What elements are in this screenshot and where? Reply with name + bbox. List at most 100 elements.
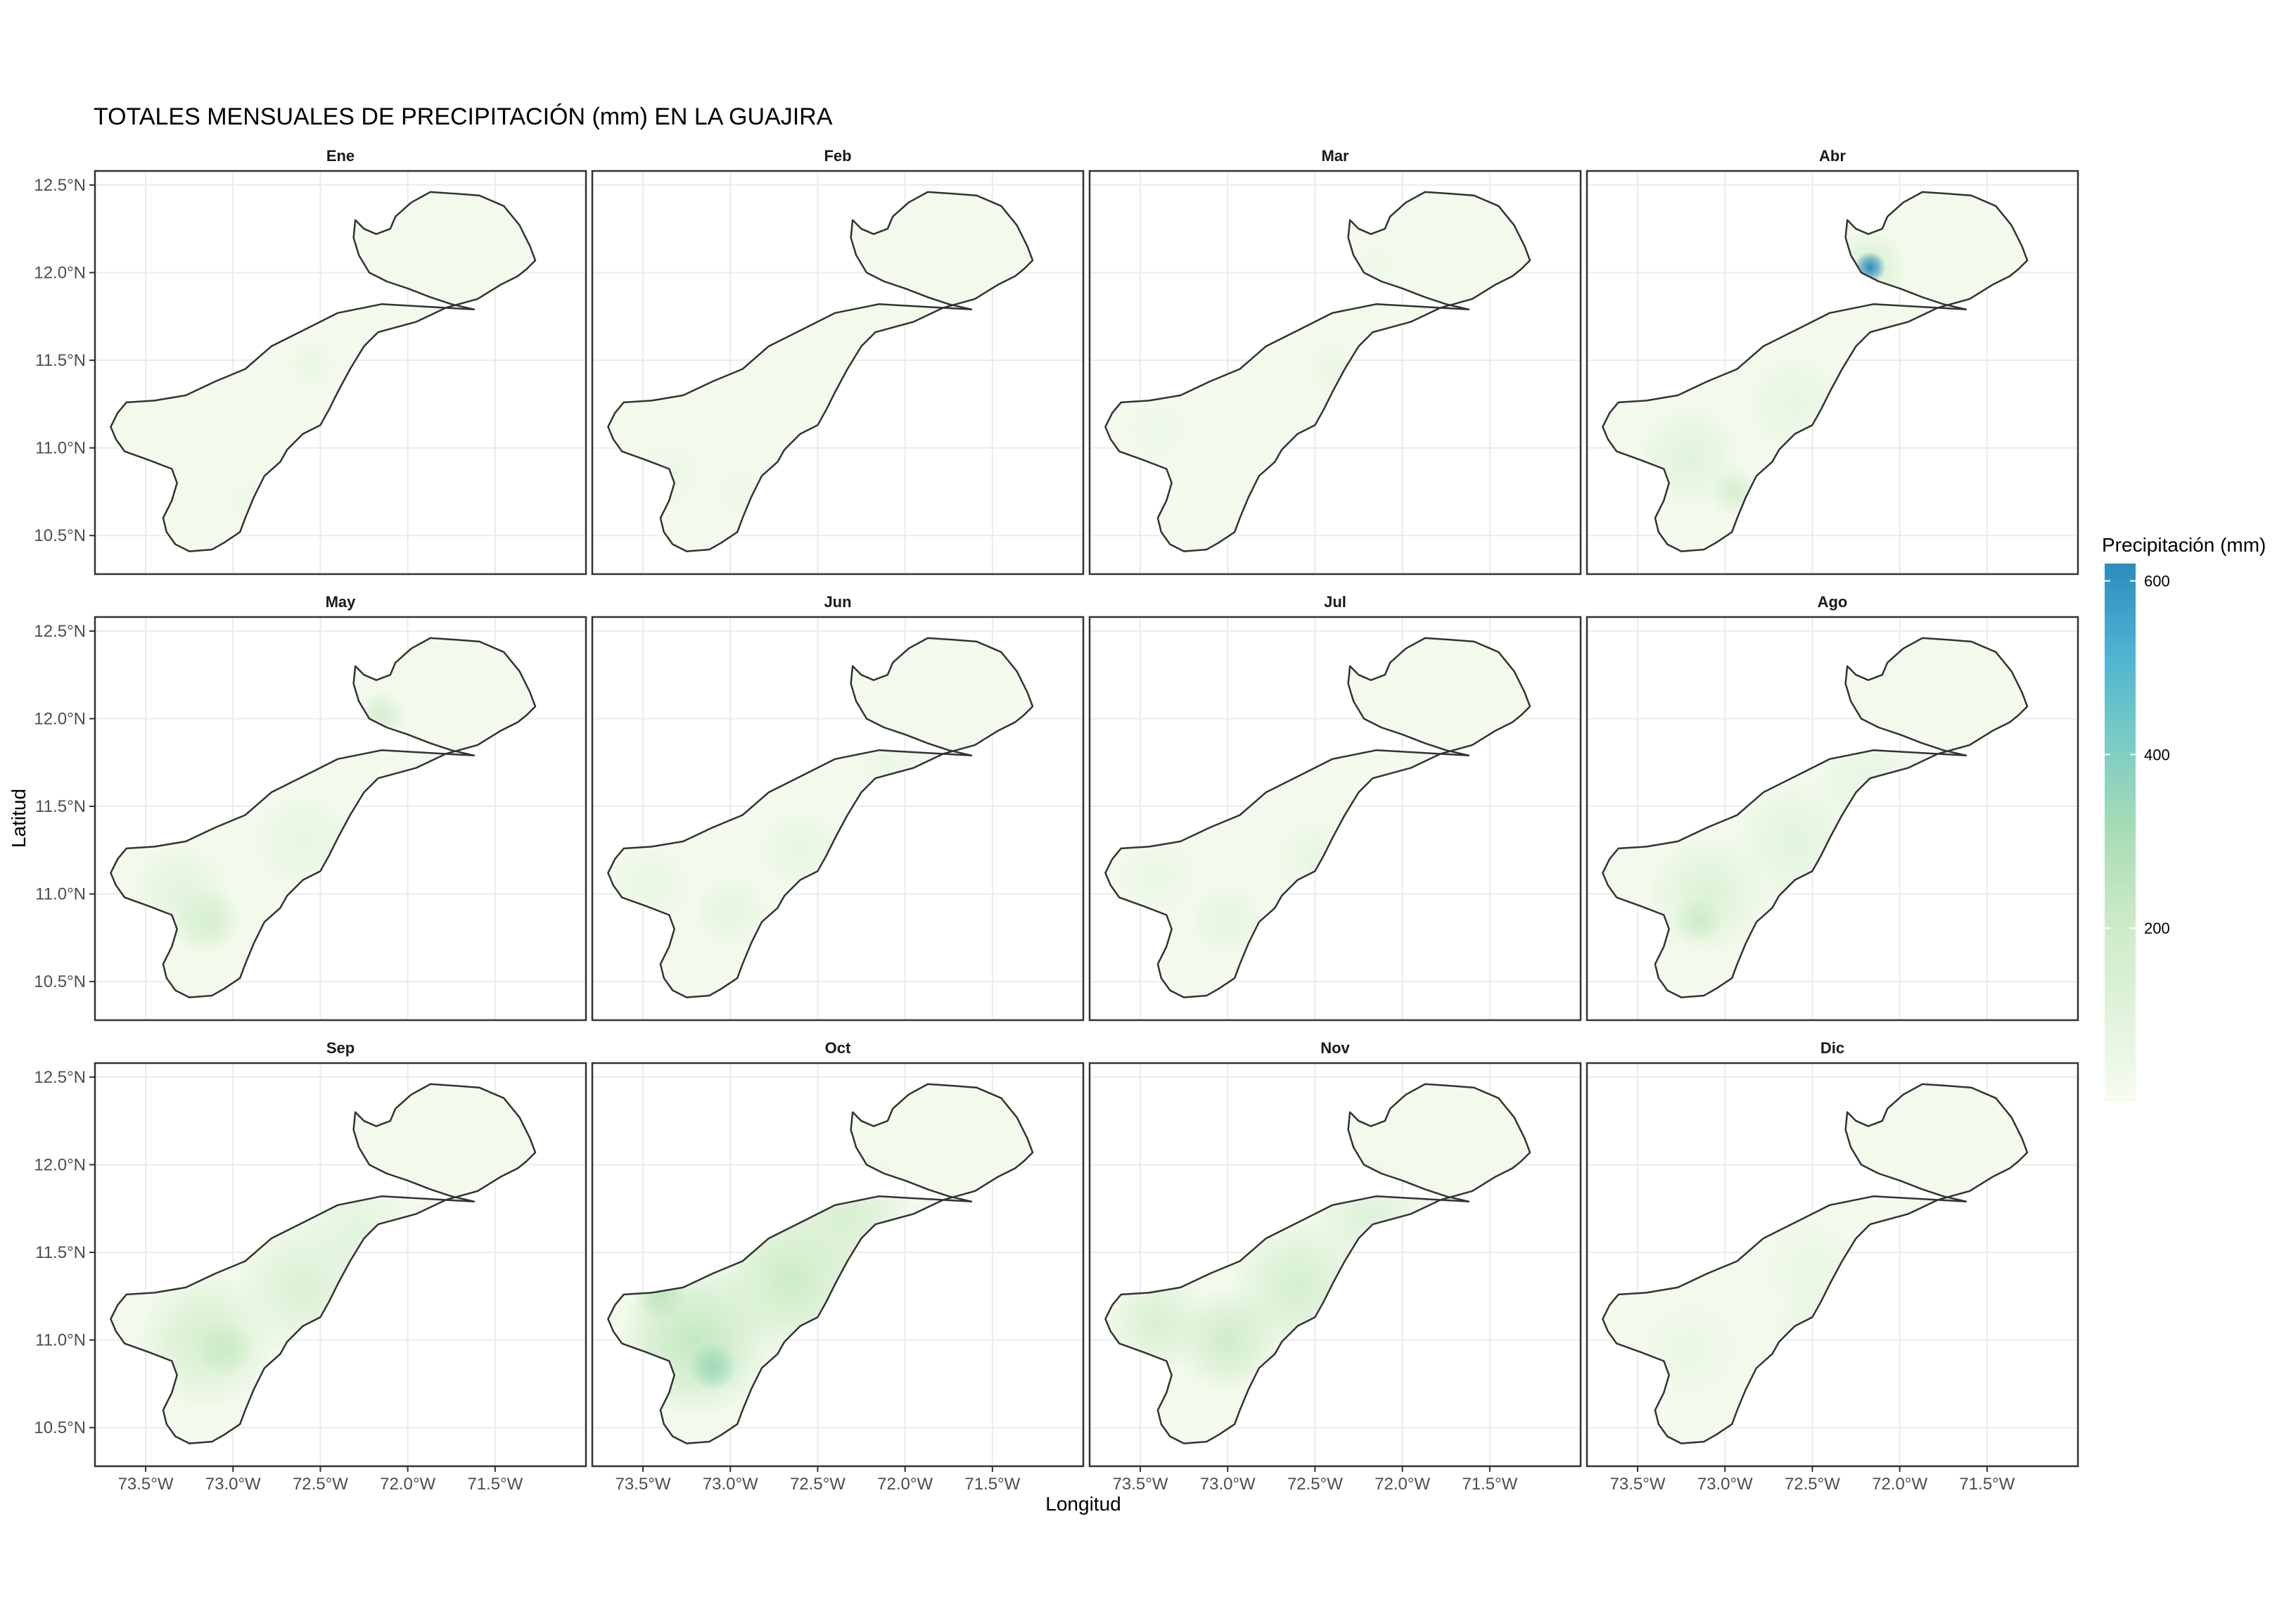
y-tick-label: 11.5°N (35, 351, 86, 370)
y-tick-label: 12.5°N (34, 176, 86, 195)
precip-hotspot (1304, 341, 1361, 398)
y-tick-label: 10.5°N (34, 1418, 86, 1437)
facet-panel: Ago (1586, 593, 2079, 1022)
precip-hotspot (224, 474, 277, 527)
facet-panel: Feb (591, 147, 1085, 576)
facet-label: Jul (1324, 593, 1346, 611)
panel-border (591, 170, 1085, 576)
x-tick-label: 73.5°W (1113, 1475, 1168, 1494)
x-tick-label: 71.5°W (1462, 1475, 1517, 1494)
facet-label: Dic (1820, 1039, 1844, 1057)
x-tick-label: 72.5°W (1287, 1475, 1343, 1494)
department-outline (607, 1083, 1034, 1444)
panel-border (1586, 616, 2079, 1022)
legend-tick-label: 200 (2144, 920, 2170, 937)
department-outline (1602, 191, 2029, 552)
precip-hotspot (1123, 395, 1193, 466)
precip-field (136, 1174, 417, 1410)
x-tick-label: 72.0°W (380, 1475, 435, 1494)
y-tick-label: 12.0°N (34, 1155, 86, 1174)
facet-label: Ene (326, 147, 355, 165)
precip-hotspot (634, 1270, 687, 1323)
x-tick-label: 72.5°W (293, 1475, 348, 1494)
legend-tick-label: 600 (2144, 573, 2170, 590)
y-tick-label: 11.0°N (35, 1331, 86, 1350)
y-tick-label: 12.0°N (34, 263, 86, 282)
facet-panel: Nov 73.5°W 73.0°W 72.5°W 72.0°W 71.5°W (1088, 1039, 1582, 1494)
department-outline (607, 191, 1034, 552)
x-tick-label: 73.0°W (1200, 1475, 1256, 1494)
precip-field (1646, 727, 1918, 955)
facet-label: Feb (824, 147, 851, 165)
y-tick-label: 11.5°N (35, 797, 86, 816)
y-tick-label: 12.5°N (34, 1068, 86, 1087)
facet-label: Abr (1819, 147, 1846, 165)
facet-panel: Ene 12.5°N 12.0°N 11.5°N 11.0°N 10.5°N (34, 147, 587, 576)
x-tick-label: 71.5°W (467, 1475, 523, 1494)
x-tick-label: 73.0°W (703, 1475, 758, 1494)
facet-label: Sep (326, 1039, 355, 1057)
panel-border (1088, 1062, 1582, 1468)
panel-border (94, 616, 587, 1022)
legend-title: Precipitación (mm) (2102, 534, 2266, 556)
panel-border (591, 616, 1085, 1022)
precip-hotspot (1812, 727, 1918, 833)
y-tick-label: 10.5°N (34, 526, 86, 545)
panel-border (94, 170, 587, 576)
department-outline (1104, 1083, 1531, 1444)
precip-field (616, 1147, 914, 1419)
precip-hotspot (1638, 1296, 1743, 1401)
x-tick-label: 73.0°W (205, 1475, 261, 1494)
y-tick-label: 10.5°N (34, 972, 86, 991)
precip-hotspot (172, 885, 242, 955)
precip-hotspot (250, 789, 356, 894)
facet-label: Nov (1320, 1039, 1350, 1057)
x-tick-label: 72.0°W (1872, 1475, 1927, 1494)
x-tick-label: 73.5°W (1610, 1475, 1666, 1494)
facet-panel: Mar (1088, 147, 1582, 576)
x-tick-label: 73.0°W (1697, 1475, 1753, 1494)
department-outline (1602, 1083, 2029, 1444)
department-outline (1104, 191, 1531, 552)
x-tick-label: 73.5°W (118, 1475, 174, 1494)
facet-panels: Ene 12.5°N 12.0°N 11.5°N 11.0°N 10.5°N Feb Mar A… (34, 147, 2079, 1494)
precip-hotspot (294, 1174, 417, 1297)
precip-hotspot (691, 872, 769, 951)
y-tick-label: 11.0°N (35, 885, 86, 904)
precip-hotspot (1709, 467, 1759, 516)
department-outline (110, 1083, 537, 1444)
region-fill (608, 191, 1033, 552)
precip-hotspot (1306, 1156, 1429, 1279)
facet-label: Oct (825, 1039, 851, 1057)
x-tick-label: 71.5°W (1959, 1475, 2015, 1494)
panel-border (1586, 1062, 2079, 1468)
x-tick-label: 72.5°W (1785, 1475, 1840, 1494)
facet-panel: Jul (1088, 593, 1582, 1022)
precip-hotspot (1674, 896, 1723, 945)
precip-field (608, 718, 923, 951)
y-tick-label: 11.5°N (35, 1243, 86, 1262)
facet-panel: Sep 12.5°N 12.0°N 11.5°N 11.0°N 10.5°N 73.5°W 7… (34, 1039, 587, 1494)
precip-hotspot (1742, 351, 1848, 457)
panel-border (591, 1062, 1085, 1468)
y-tick-label: 12.5°N (34, 622, 86, 641)
panel-border (1586, 170, 2079, 576)
facet-panel: May 12.5°N 12.0°N 11.5°N 11.0°N 10.5°N (34, 593, 587, 1022)
x-tick-label: 71.5°W (964, 1475, 1020, 1494)
department-outline (1104, 637, 1531, 998)
facet-panel: Jun (591, 593, 1085, 1022)
precip-hotspot (688, 1342, 738, 1391)
facet-label: May (326, 593, 357, 611)
x-axis-title: Longitud (1045, 1493, 1121, 1515)
facet-panel: Oct 73.5°W 73.0°W 72.5°W 72.0°W 71.5°W (591, 1039, 1085, 1494)
y-axis-title: Latitud (8, 789, 30, 848)
facet-panel: Abr (1586, 147, 2079, 576)
facet-label: Mar (1321, 147, 1349, 165)
panel-border (1088, 616, 1582, 1022)
legend: Precipitación (mm) 200 400 600 (2102, 534, 2266, 1102)
y-tick-label: 11.0°N (35, 439, 86, 458)
chart-title: TOTALES MENSUALES DE PRECIPITACIÓN (mm) … (94, 103, 833, 130)
x-tick-label: 73.5°W (616, 1475, 671, 1494)
y-tick-label: 12.0°N (34, 709, 86, 728)
